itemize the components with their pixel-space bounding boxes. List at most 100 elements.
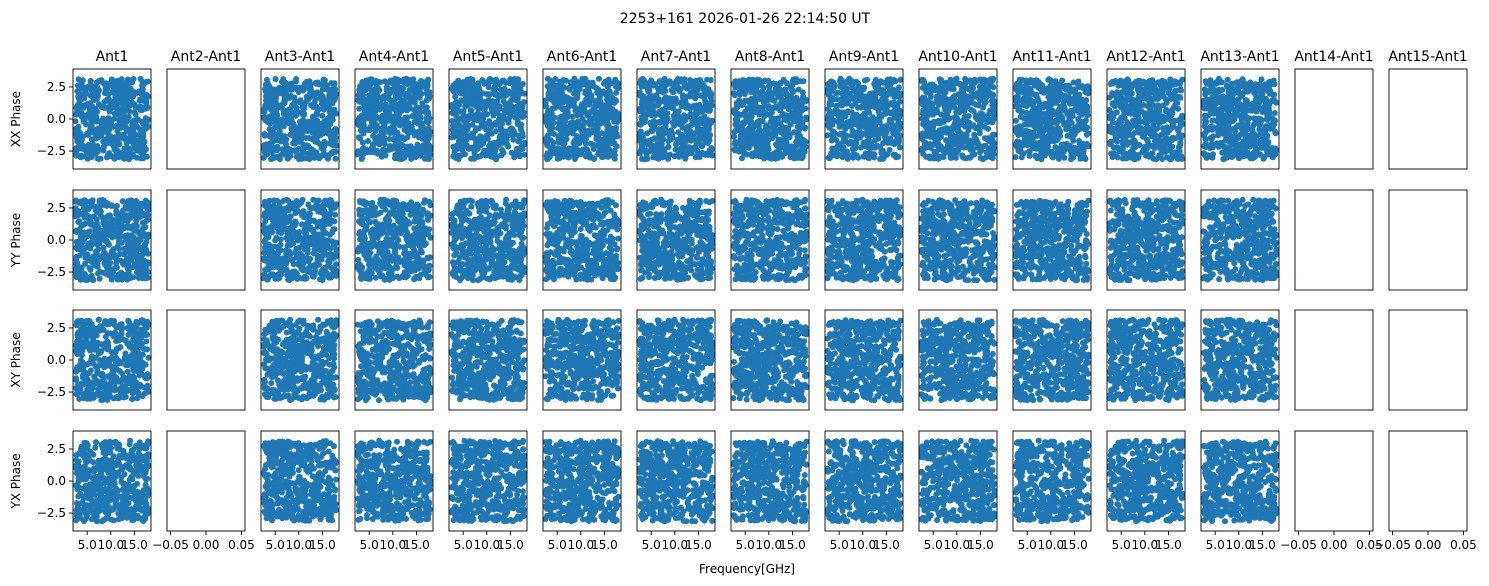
scatter-point	[314, 154, 321, 161]
scatter-point	[115, 91, 122, 98]
scatter-point	[491, 98, 498, 105]
scatter-point	[871, 80, 878, 87]
scatter-point	[260, 154, 267, 161]
scatter-point	[139, 88, 146, 95]
scatter-point	[318, 145, 325, 151]
scatter-point	[1037, 81, 1044, 87]
scatter-point	[890, 129, 897, 136]
scatter-point	[862, 77, 868, 84]
scatter-series	[1012, 76, 1092, 163]
scatter-point	[282, 148, 289, 155]
scatter-point	[658, 83, 665, 90]
scatter-point	[578, 127, 585, 134]
scatter-point	[412, 93, 419, 99]
scatter-point	[881, 128, 888, 135]
scatter-point	[366, 124, 373, 131]
scatter-point	[1054, 149, 1061, 156]
scatter-point	[268, 128, 275, 135]
column-title: Ant3-Ant1	[265, 49, 335, 65]
scatter-point	[833, 102, 840, 109]
scatter-point	[919, 84, 926, 91]
scatter-series	[824, 75, 904, 162]
scatter-point	[963, 138, 970, 145]
scatter-point	[119, 95, 126, 102]
scatter-point	[604, 96, 611, 103]
scatter-series	[730, 76, 810, 162]
scatter-point	[896, 134, 903, 141]
scatter-point	[549, 83, 556, 90]
scatter-point	[860, 100, 867, 107]
scatter-point	[941, 150, 948, 157]
scatter-point	[521, 140, 528, 147]
scatter-point	[929, 81, 935, 88]
scatter-point	[1074, 127, 1081, 134]
scatter-point	[839, 80, 846, 87]
scatter-point	[639, 104, 646, 110]
scatter-point	[77, 85, 84, 92]
scatter-point	[661, 76, 668, 83]
scatter-point	[895, 117, 902, 124]
scatter-point	[927, 153, 934, 160]
scatter-point	[846, 77, 853, 84]
scatter-point	[589, 127, 596, 134]
scatter-point	[707, 107, 713, 114]
scatter-point	[1068, 86, 1075, 93]
scatter-point	[73, 147, 80, 153]
scatter-point	[85, 132, 91, 138]
scatter-point	[701, 97, 708, 103]
scatter-point	[684, 123, 691, 130]
scatter-point	[760, 108, 767, 115]
scatter-point	[361, 101, 368, 108]
scatter-point	[403, 151, 410, 158]
scatter-point	[282, 94, 289, 100]
scatter-point	[600, 80, 607, 87]
scatter-point	[1037, 131, 1044, 138]
scatter-point	[686, 92, 693, 99]
scatter-point	[73, 152, 80, 159]
scatter-point	[892, 78, 899, 85]
scatter-point	[567, 102, 574, 109]
scatter-point	[314, 117, 321, 124]
scatter-point	[749, 97, 756, 103]
scatter-point	[288, 80, 295, 87]
figure-title: 2253+161 2026-01-26 22:14:50 UT	[620, 11, 871, 27]
x-axis-label: Frequency[GHz]	[699, 562, 795, 576]
scatter-point	[671, 96, 678, 103]
scatter-point	[878, 155, 885, 162]
scatter-point	[977, 120, 984, 126]
scatter-point	[463, 91, 470, 98]
scatter-point	[830, 134, 837, 141]
scatter-point	[868, 121, 875, 128]
scatter-point	[665, 138, 672, 145]
scatter-point	[613, 124, 619, 131]
scatter-point	[87, 80, 94, 87]
scatter-point	[375, 133, 382, 140]
scatter-point	[877, 144, 884, 151]
scatter-point	[799, 96, 806, 103]
scatter-point	[493, 128, 499, 135]
scatter-point	[101, 104, 108, 111]
scatter-point	[550, 131, 557, 137]
scatter-point	[854, 116, 861, 123]
scatter-point	[967, 146, 974, 153]
scatter-point	[366, 109, 373, 116]
scatter-point	[972, 125, 979, 132]
scatter-point	[769, 115, 775, 122]
scatter-point	[282, 117, 289, 124]
scatter-point	[449, 85, 455, 92]
scatter-point	[367, 76, 374, 83]
scatter-point	[267, 146, 274, 153]
scatter-point	[665, 143, 672, 150]
scatter-point	[876, 110, 883, 117]
scatter-point	[455, 78, 462, 84]
scatter-point	[1013, 81, 1020, 87]
scatter-point	[953, 75, 960, 82]
scatter-point	[331, 95, 338, 102]
scatter-point	[492, 90, 499, 96]
scatter-point	[844, 85, 850, 92]
scatter-point	[680, 97, 687, 104]
scatter-point	[404, 90, 411, 97]
scatter-point	[761, 152, 768, 158]
scatter-point	[313, 109, 320, 116]
scatter-point	[696, 120, 703, 126]
